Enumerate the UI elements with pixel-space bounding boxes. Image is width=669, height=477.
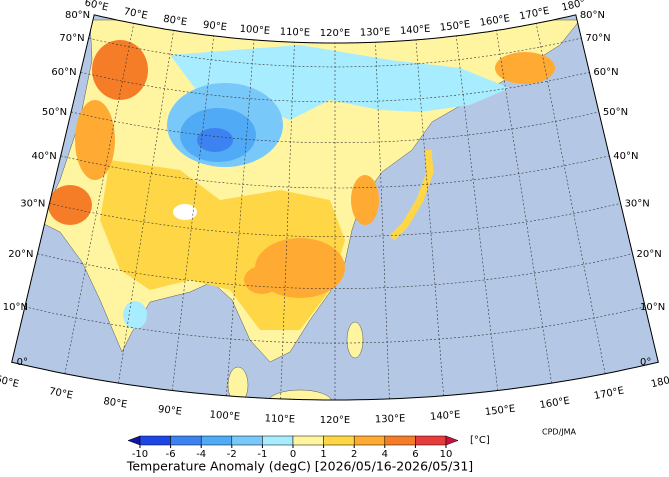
colorbar-tick-label: 0 bbox=[290, 449, 296, 460]
lat-label-left: 30°N bbox=[20, 198, 45, 209]
lon-label-top: 130°E bbox=[360, 27, 391, 39]
colorbar-box bbox=[231, 435, 263, 446]
lat-label-right: 10°N bbox=[640, 302, 665, 313]
lat-label-right: 20°N bbox=[637, 249, 662, 260]
lat-label-right: 30°N bbox=[625, 198, 650, 209]
lon-label-top: 100°E bbox=[239, 24, 270, 37]
lon-label-bottom: 140°E bbox=[430, 410, 461, 423]
lat-label-right: 70°N bbox=[585, 33, 610, 44]
island bbox=[267, 389, 333, 401]
colorbar-unit: [°C] bbox=[470, 435, 490, 446]
land-anomaly bbox=[75, 100, 115, 180]
lon-label-bottom: 100°E bbox=[209, 410, 240, 423]
lon-label-bottom: 170°E bbox=[593, 385, 625, 402]
lat-label-left: 0° bbox=[17, 357, 28, 368]
colorbar-box bbox=[139, 435, 171, 446]
colorbar-tick-label: 10 bbox=[440, 449, 453, 460]
lon-label-top: 80°E bbox=[162, 14, 187, 29]
parallel bbox=[37, 253, 633, 289]
colorbar-box bbox=[415, 435, 447, 446]
lat-label-right: 60°N bbox=[593, 67, 618, 78]
colorbar-box bbox=[323, 435, 355, 446]
lat-label-left: 50°N bbox=[42, 107, 67, 118]
colorbar-tick-label: -6 bbox=[166, 449, 176, 460]
colorbar-tick-label: -2 bbox=[227, 449, 237, 460]
lat-label-left: 80°N bbox=[65, 10, 90, 21]
land-anomaly bbox=[92, 40, 148, 100]
colorbar-box bbox=[170, 435, 202, 446]
parallel bbox=[24, 306, 646, 344]
lon-label-bottom: 80°E bbox=[103, 396, 128, 411]
colorbar-extension bbox=[127, 435, 141, 446]
lon-label-bottom: 70°E bbox=[48, 386, 74, 401]
colorbar-box bbox=[262, 435, 294, 446]
lat-label-right: 80°N bbox=[580, 10, 605, 21]
land-anomaly bbox=[48, 185, 92, 225]
land-anomaly bbox=[244, 266, 280, 294]
colorbar-box bbox=[292, 435, 324, 446]
colorbar: -10 -6 -4 -2 -1 0 1 2 4 6 10 bbox=[127, 435, 459, 460]
colorbar-box bbox=[200, 435, 233, 446]
colorbar-tick-label: 4 bbox=[382, 449, 388, 460]
meridian bbox=[455, 35, 498, 391]
lon-label-bottom: 60°E bbox=[0, 374, 20, 390]
colorbar-tick-label: 1 bbox=[320, 449, 326, 460]
lon-label-top: 70°E bbox=[123, 6, 149, 21]
meridian bbox=[172, 35, 215, 391]
land-anomaly bbox=[351, 175, 379, 225]
lon-label-top: 150°E bbox=[439, 19, 470, 33]
no-data bbox=[173, 204, 197, 220]
colorbar-tick-label: -10 bbox=[132, 449, 148, 460]
lon-label-top: 120°E bbox=[320, 28, 350, 39]
colorbar-tick-label: 6 bbox=[412, 449, 418, 460]
credit: CPD/JMA bbox=[542, 428, 577, 437]
lon-label-top: 140°E bbox=[400, 24, 431, 37]
lat-label-left: 40°N bbox=[31, 151, 56, 162]
lon-label-top: 110°E bbox=[279, 27, 310, 39]
parallel bbox=[60, 155, 610, 189]
lon-label-top: 90°E bbox=[202, 20, 227, 34]
parallel bbox=[80, 71, 590, 103]
title: Temperature Anomaly (degC) [2026/05/16-2… bbox=[126, 459, 473, 474]
colorbar-extension bbox=[445, 435, 459, 446]
land-anomaly bbox=[123, 301, 147, 329]
lon-label-top: 160°E bbox=[479, 13, 511, 29]
land-anomaly bbox=[495, 52, 555, 84]
parallel bbox=[88, 37, 582, 68]
map-border bbox=[11, 14, 659, 401]
lon-label-bottom: 120°E bbox=[320, 415, 350, 426]
lon-label-bottom: 90°E bbox=[157, 404, 182, 418]
lon-label-top: 170°E bbox=[518, 6, 550, 23]
colorbar-box bbox=[353, 435, 386, 446]
lat-label-right: 50°N bbox=[603, 107, 628, 118]
lat-label-right: 0° bbox=[640, 357, 651, 368]
lon-label-bottom: 150°E bbox=[484, 404, 515, 418]
lat-label-left: 10°N bbox=[3, 302, 28, 313]
island bbox=[227, 366, 249, 401]
colorbar-box bbox=[384, 435, 416, 446]
lat-label-right: 40°N bbox=[613, 151, 638, 162]
island bbox=[346, 321, 364, 359]
lat-label-left: 60°N bbox=[51, 67, 76, 78]
colorbar-tick-label: -4 bbox=[196, 449, 206, 460]
colorbar-tick-label: -1 bbox=[257, 449, 267, 460]
parallel bbox=[71, 111, 599, 143]
lon-label-bottom: 180° bbox=[650, 374, 669, 390]
lon-label-bottom: 130°E bbox=[375, 413, 406, 425]
lon-label-bottom: 110°E bbox=[264, 413, 295, 425]
lat-label-left: 70°N bbox=[59, 33, 84, 44]
lon-label-bottom: 160°E bbox=[539, 396, 571, 412]
land-anomaly bbox=[197, 128, 233, 152]
lat-label-left: 20°N bbox=[8, 249, 33, 260]
parallel bbox=[49, 203, 621, 238]
japan bbox=[389, 149, 434, 241]
colorbar-tick-label: 2 bbox=[351, 449, 357, 460]
graticule-labels: 60°E60°E70°E70°E80°E80°E90°E90°E100°E100… bbox=[0, 0, 669, 426]
